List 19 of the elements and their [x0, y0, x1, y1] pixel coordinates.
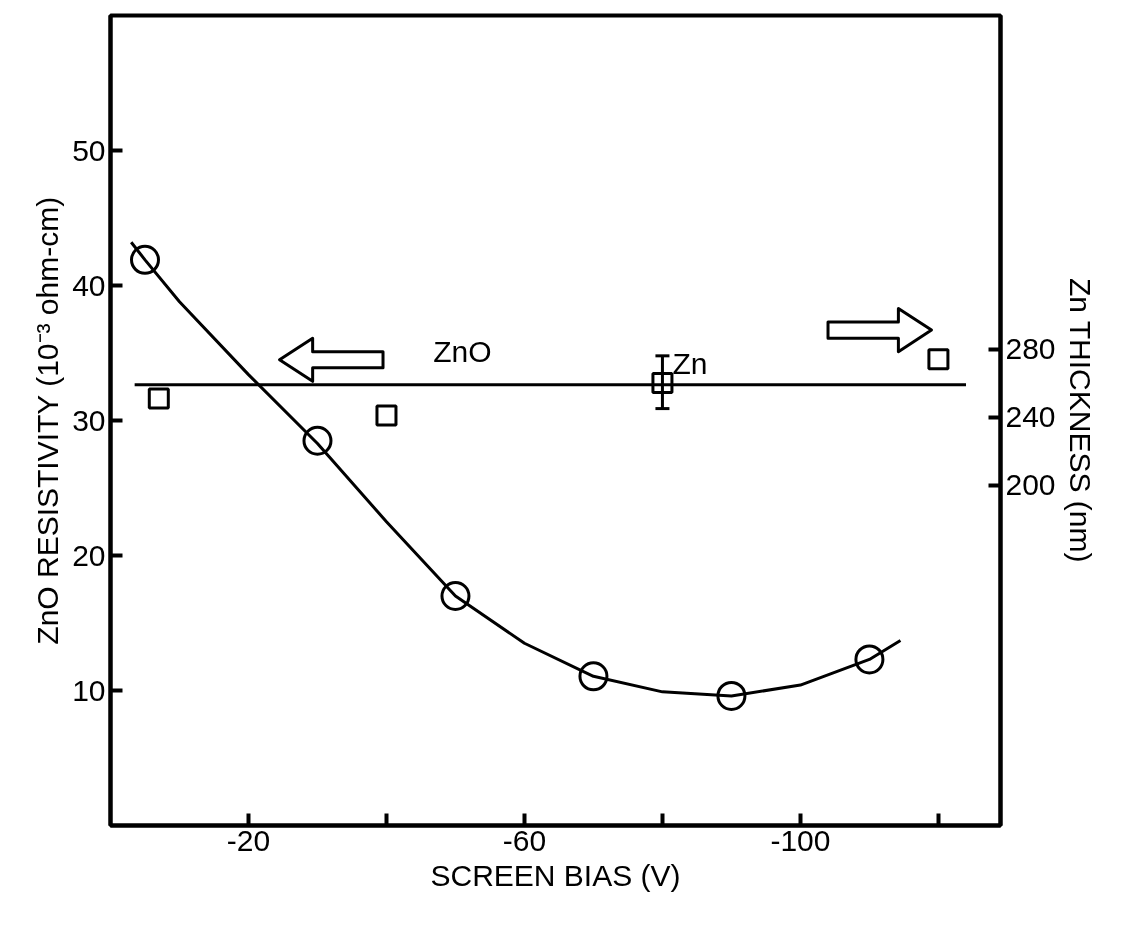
y-tick-label: 50: [72, 133, 106, 167]
point: [375, 404, 398, 427]
point: [147, 387, 170, 410]
x-tick-label: -60: [502, 823, 547, 857]
annotation: Zn: [672, 347, 708, 381]
x-axis-title: SCREEN BIAS (V): [430, 858, 681, 892]
y2-tick-label: 200: [1005, 468, 1056, 502]
y2-axis-title: Zn THICKNESS (nm): [1063, 277, 1097, 563]
point: [927, 348, 950, 371]
y-tick-label: 10: [72, 673, 106, 707]
y2-tick-label: 280: [1005, 332, 1056, 366]
y-tick-label: 40: [72, 268, 106, 302]
y-tick-label: 20: [72, 538, 106, 572]
y-tick-label: 30: [72, 403, 106, 437]
y2-tick-label: 240: [1005, 400, 1056, 434]
y-axis-title: ZnO RESISTIVITY (10⁻³ ohm-cm): [31, 196, 65, 645]
annotation: ZnO: [433, 335, 492, 369]
x-tick-label: -20: [226, 823, 271, 857]
x-tick-label: -100: [770, 823, 831, 857]
